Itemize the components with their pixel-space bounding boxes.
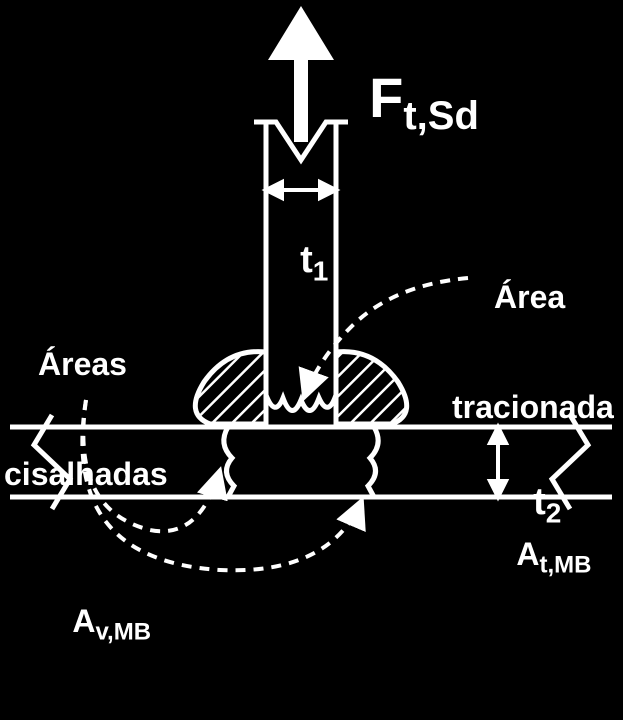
cis-line2: cisalhadas [4, 456, 168, 493]
trac-line2: tracionada [452, 389, 614, 426]
force-sub: t,Sd [403, 94, 479, 138]
t1-label: t1 [279, 196, 328, 288]
t1-t: t [300, 239, 313, 281]
force-F: F [369, 66, 403, 129]
force-label: Ft,Sd [338, 0, 479, 139]
trac-line3: At,MB [452, 499, 614, 616]
tracionada-label: Área tracionada At,MB [452, 205, 614, 653]
cisalhadas-label: Áreas cisalhadas Av,MB [4, 272, 168, 720]
t1-sub: 1 [313, 256, 329, 287]
cis-line1: Áreas [4, 346, 168, 383]
cis-line3: Av,MB [4, 566, 168, 683]
trac-line1: Área [452, 279, 614, 316]
